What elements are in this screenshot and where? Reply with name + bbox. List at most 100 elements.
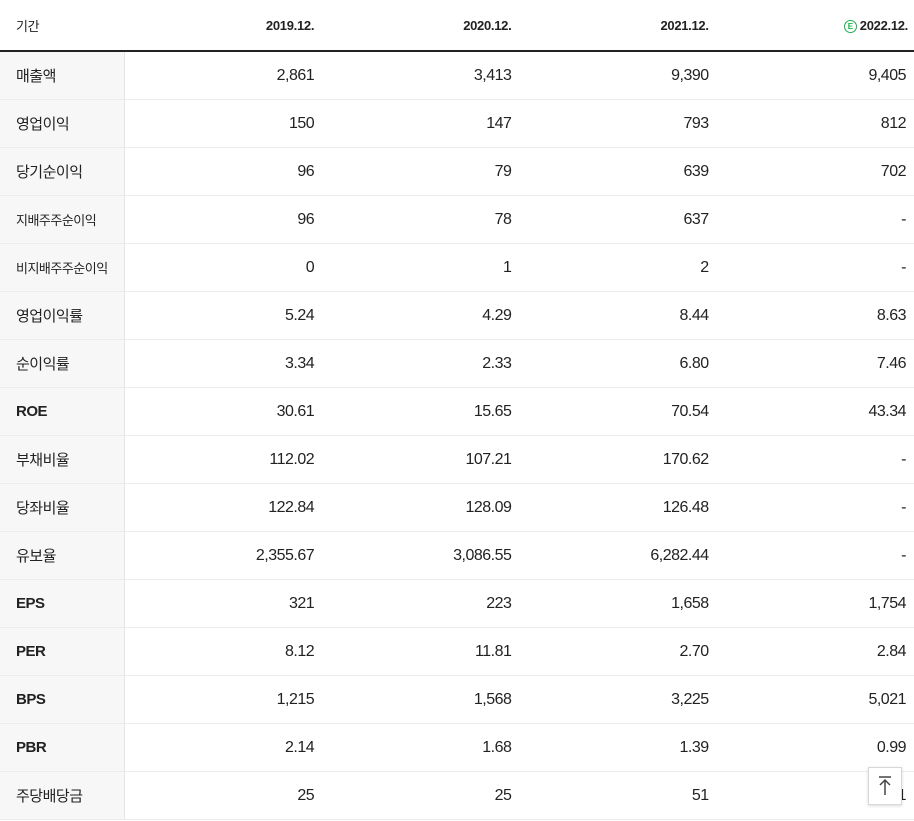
cell-value: 812 (716, 99, 914, 148)
cell-value: 2.14 (124, 723, 323, 772)
cell-value: 43.34 (716, 387, 914, 436)
table-header-row: 기간 2019.12. 2020.12. 2021.12. E 2022.12. (0, 0, 914, 52)
cell-value: 3.34 (124, 339, 323, 388)
row-label: 당기순이익 (0, 147, 126, 196)
cell-value: 5,021 (716, 675, 914, 724)
table-row-debt-ratio: 부채비율 112.02 107.21 170.62 - (0, 435, 914, 484)
cell-value: - (716, 195, 914, 244)
cell-value: 25 (124, 771, 323, 820)
table-row-eps: EPS 321 223 1,658 1,754 (0, 579, 914, 628)
cell-value: 637 (519, 195, 717, 244)
cell-value: 96 (124, 147, 323, 196)
cell-value: 8.44 (519, 291, 717, 340)
table-row-reserve-ratio: 유보율 2,355.67 3,086.55 6,282.44 - (0, 531, 914, 580)
table-row-controlling-net-income: 지배주주순이익 96 78 637 - (0, 195, 914, 244)
cell-value: 9,390 (519, 51, 717, 100)
cell-value: 2,861 (124, 51, 323, 100)
table-row-dividend-per-share: 주당배당금 25 25 51 1 (0, 771, 914, 820)
cell-value: 1,215 (124, 675, 323, 724)
arrow-up-to-top-icon (879, 776, 891, 795)
table-row-noncontrolling-net-income: 비지배주주순이익 0 1 2 - (0, 243, 914, 292)
cell-value: 321 (124, 579, 323, 628)
table-row-quick-ratio: 당좌비율 122.84 128.09 126.48 - (0, 483, 914, 532)
row-label: 매출액 (0, 51, 126, 100)
cell-value: - (716, 243, 914, 292)
cell-value: 1 (322, 243, 520, 292)
cell-value: 30.61 (124, 387, 323, 436)
cell-value: 78 (322, 195, 520, 244)
cell-value: 3,086.55 (322, 531, 520, 580)
row-label: EPS (0, 579, 126, 628)
cell-value: 126.48 (519, 483, 717, 532)
cell-value: 112.02 (124, 435, 323, 484)
cell-value: 2,355.67 (124, 531, 323, 580)
cell-value: 25 (322, 771, 520, 820)
table-row-per: PER 8.12 11.81 2.70 2.84 (0, 627, 914, 676)
cell-value: - (716, 531, 914, 580)
period-header: 기간 (0, 0, 125, 52)
cell-value: 793 (519, 99, 717, 148)
cell-value: 96 (124, 195, 323, 244)
table-row-net-income: 당기순이익 96 79 639 702 (0, 147, 914, 196)
cell-value: 150 (124, 99, 323, 148)
cell-value: 0.99 (716, 723, 914, 772)
period-2021: 2021.12. (519, 0, 717, 52)
cell-value: 70.54 (519, 387, 717, 436)
cell-value: 1.39 (519, 723, 717, 772)
cell-value: 3,413 (322, 51, 520, 100)
cell-value: 2.33 (322, 339, 520, 388)
row-label: 순이익률 (0, 339, 126, 388)
cell-value: 639 (519, 147, 717, 196)
row-label: 당좌비율 (0, 483, 126, 532)
cell-value: 11.81 (322, 627, 520, 676)
cell-value: 170.62 (519, 435, 717, 484)
cell-value: 7.46 (716, 339, 914, 388)
table-row-roe: ROE 30.61 15.65 70.54 43.34 (0, 387, 914, 436)
cell-value: 702 (716, 147, 914, 196)
row-label: ROE (0, 387, 126, 436)
row-label: PER (0, 627, 126, 676)
cell-value: 223 (322, 579, 520, 628)
cell-value: 1.68 (322, 723, 520, 772)
row-label: 유보율 (0, 531, 126, 580)
cell-value: 5.24 (124, 291, 323, 340)
estimate-badge-icon: E (843, 19, 857, 33)
cell-value: 8.12 (124, 627, 323, 676)
table-row-net-margin: 순이익률 3.34 2.33 6.80 7.46 (0, 339, 914, 388)
table-row-pbr: PBR 2.14 1.68 1.39 0.99 (0, 723, 914, 772)
cell-value: 3,225 (519, 675, 717, 724)
cell-value: 2 (519, 243, 717, 292)
row-label: 주당배당금 (0, 771, 126, 820)
cell-value: 147 (322, 99, 520, 148)
cell-value: 2.70 (519, 627, 717, 676)
table-row-revenue: 매출액 2,861 3,413 9,390 9,405 (0, 51, 914, 100)
cell-value: 1,658 (519, 579, 717, 628)
period-2022-estimate: E 2022.12. (716, 0, 914, 52)
row-label: 비지배주주순이익 (0, 243, 126, 292)
cell-value: 1,754 (716, 579, 914, 628)
cell-value: 51 (519, 771, 717, 820)
cell-value: 4.29 (322, 291, 520, 340)
cell-value: 79 (322, 147, 520, 196)
cell-value: 9,405 (716, 51, 914, 100)
row-label: 영업이익 (0, 99, 126, 148)
scroll-to-top-button[interactable] (868, 767, 902, 805)
cell-value: 8.63 (716, 291, 914, 340)
row-label: 영업이익률 (0, 291, 126, 340)
row-label: BPS (0, 675, 126, 724)
cell-value: 107.21 (322, 435, 520, 484)
cell-value: - (716, 435, 914, 484)
row-label: 부채비율 (0, 435, 126, 484)
cell-value: 6,282.44 (519, 531, 717, 580)
cell-value: 2.84 (716, 627, 914, 676)
cell-value: 0 (124, 243, 323, 292)
row-label: 지배주주순이익 (0, 195, 126, 244)
cell-value: 128.09 (322, 483, 520, 532)
cell-value: 15.65 (322, 387, 520, 436)
cell-value: 1,568 (322, 675, 520, 724)
period-2020: 2020.12. (322, 0, 520, 52)
table-row-operating-profit: 영업이익 150 147 793 812 (0, 99, 914, 148)
cell-value: 122.84 (124, 483, 323, 532)
table-row-bps: BPS 1,215 1,568 3,225 5,021 (0, 675, 914, 724)
